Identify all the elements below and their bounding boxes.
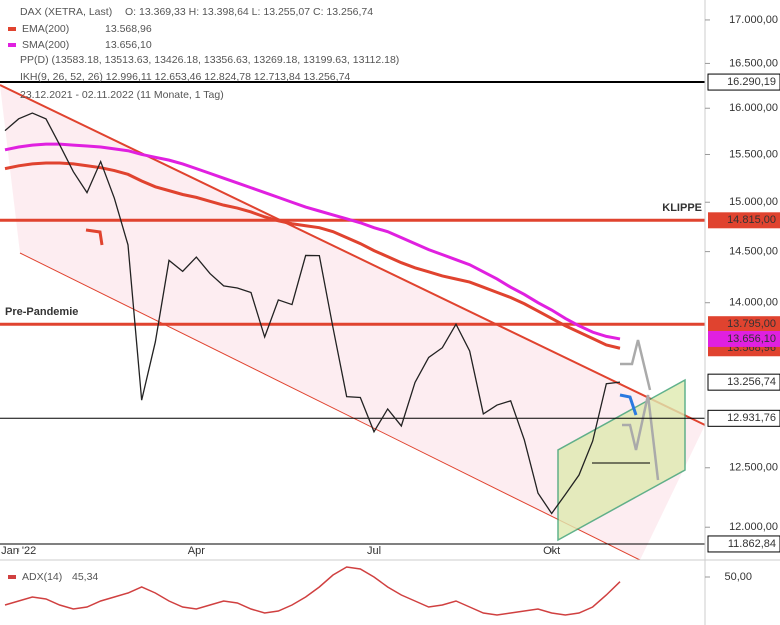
legend-swatch — [8, 27, 16, 31]
price-badge — [707, 73, 780, 91]
legend-extra: IKH(9, 26, 52, 26) 12.996,11 12.653,46 1… — [20, 71, 350, 83]
y-tick-label: 12.000,00 — [729, 521, 778, 533]
y-tick-label: 14.500,00 — [729, 246, 778, 258]
y-tick-label: 50,00 — [724, 571, 752, 583]
up-channel — [557, 378, 686, 542]
y-tick-label: 17.000,00 — [729, 14, 778, 26]
legend-extra: PP(D) (13583.18, 13513.63, 13426.18, 133… — [20, 54, 399, 66]
price-badge-label: 16.290,19 — [727, 76, 776, 88]
price-badge-label: 12.931,76 — [727, 412, 776, 424]
adx-line — [4, 566, 621, 616]
price-badge — [707, 409, 780, 427]
price-badge — [708, 316, 780, 333]
price-badge — [707, 535, 780, 553]
x-tick-label: Jan '22 — [1, 545, 36, 557]
ma-line — [4, 142, 621, 341]
x-tick-label: Okt — [543, 545, 560, 557]
y-tick-label: 15.500,00 — [729, 148, 778, 160]
price-badge-label: 13.256,74 — [727, 376, 776, 388]
y-tick-label: 12.500,00 — [729, 462, 778, 474]
y-tick-label: 14.000,00 — [729, 297, 778, 309]
trend-channel — [0, 85, 705, 560]
price-line — [4, 112, 621, 515]
price-badge — [707, 373, 780, 391]
price-badge-label: 11.862,84 — [728, 538, 776, 550]
scenario — [619, 393, 638, 416]
y-tick-label: 16.000,00 — [729, 102, 778, 114]
legend-label: ADX(14) — [22, 571, 62, 583]
legend-ohlc: O: 13.369,33 H: 13.398,64 L: 13.255,07 C… — [125, 6, 373, 18]
level-name: Pre-Pandemie — [5, 306, 78, 318]
legend-label: SMA(200) — [22, 39, 69, 51]
y-tick-label: 16.500,00 — [729, 57, 778, 69]
period: 23.12.2021 - 02.11.2022 (11 Monate, 1 Ta… — [20, 89, 224, 101]
arrow — [85, 228, 104, 246]
price-badge-label: 13.795,00 — [727, 318, 776, 330]
x-tick-label: Apr — [188, 545, 205, 557]
legend-swatch — [8, 43, 16, 47]
level-name: KLIPPE — [662, 202, 702, 214]
ma-line — [4, 161, 621, 350]
price-badge — [708, 212, 780, 229]
scenario — [620, 339, 652, 391]
trend-line-lower — [19, 252, 641, 561]
y-tick-label: 15.000,00 — [729, 196, 778, 208]
legend-value: 13.656,10 — [105, 39, 152, 51]
legend-label: EMA(200) — [22, 23, 69, 35]
legend-value: 13.568,96 — [105, 23, 152, 35]
legend-swatch — [8, 575, 16, 579]
price-badge-label: 14.815,00 — [727, 214, 776, 226]
price-badge — [708, 330, 780, 347]
price-badge-label: 13.656,10 — [727, 333, 776, 345]
trend-line — [0, 84, 706, 426]
legend-title: DAX (XETRA, Last) — [20, 6, 112, 18]
legend-value: 45,34 — [72, 571, 98, 583]
scenario — [622, 394, 660, 481]
x-tick-label: Jul — [367, 545, 381, 557]
